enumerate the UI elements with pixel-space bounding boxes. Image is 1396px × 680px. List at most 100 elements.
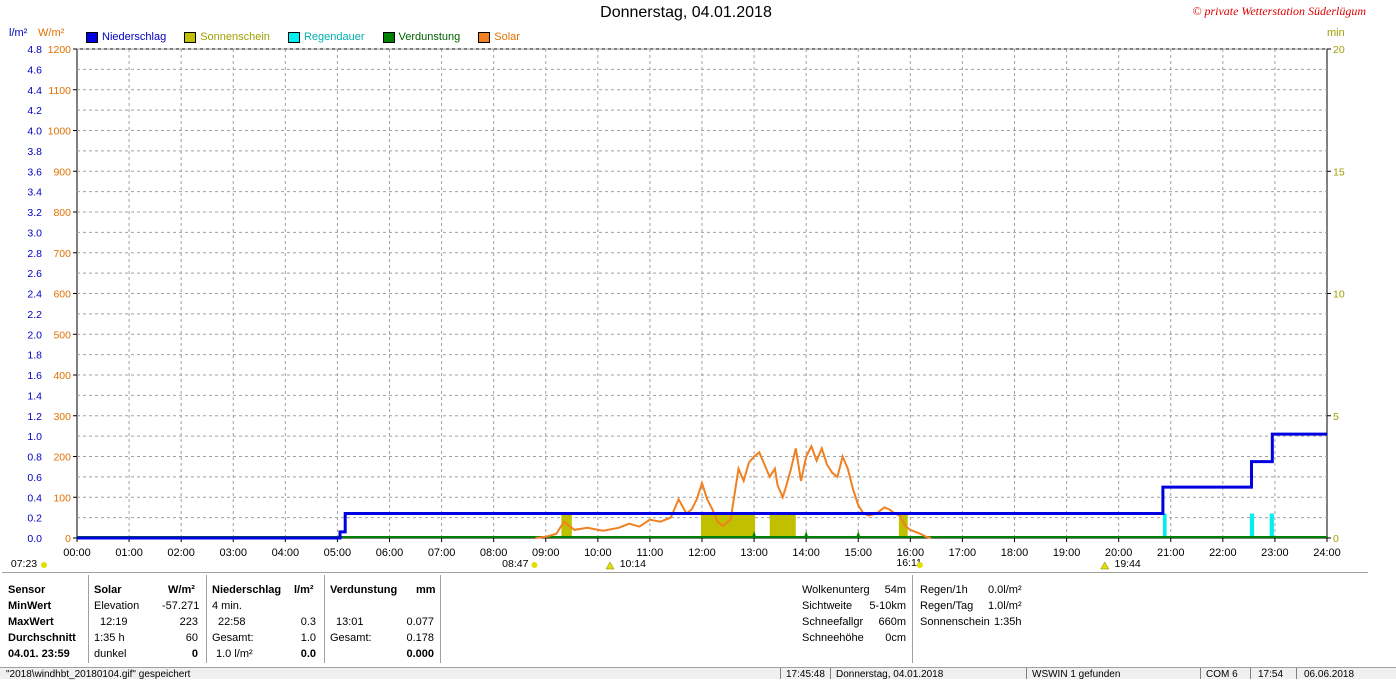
summary-panel: Sensor MinWert MaxWert Durchschnitt 04.0… — [2, 572, 1368, 665]
niederschlag-cell: 0.0 — [300, 648, 316, 660]
status-separator — [1296, 668, 1297, 679]
x-tick-label: 15:00 — [844, 547, 872, 559]
annotation-label: 19:44 — [1114, 558, 1140, 570]
solar-tick-label: 800 — [53, 207, 71, 219]
niederschlag-unit: l/m² — [294, 584, 314, 596]
weather-value: 54m — [884, 584, 906, 596]
solar-cell: 223 — [179, 616, 198, 628]
x-axis: 00:00 01:00 02:00 03:00 04:00 05:00 06:00 07:00… — [63, 538, 1341, 559]
x-tick-label: 08:00 — [480, 547, 508, 559]
rain-label: Sonnenschein — [920, 616, 990, 628]
verdunstung-cell: 13:01 — [336, 616, 364, 628]
moon-marker — [1100, 561, 1110, 570]
precip-tick-label: 0.0 — [27, 533, 42, 545]
status-separator — [1250, 668, 1251, 679]
x-tick-label: 22:00 — [1209, 547, 1237, 559]
y-axis-precip: 0.0 0.2 0.4 0.6 0.8 1.0 1.2 1.4 1.6 1.8 2.0 2.2 2.4 2… — [27, 44, 42, 545]
precip-tick-label: 3.8 — [27, 146, 42, 158]
legend-item-solar[interactable]: Solar — [478, 31, 520, 43]
legend-swatch-niederschlag — [86, 31, 98, 43]
niederschlag-cell: Gesamt: — [212, 632, 254, 644]
status-file: "2018\windhbt_20180104.gif" gespeichert — [6, 669, 191, 680]
precip-tick-label: 0.8 — [27, 452, 42, 464]
verdunstung-unit: mm — [416, 584, 436, 596]
solar-tick-label: 300 — [53, 411, 71, 423]
niederschlag-cell: 22:58 — [218, 616, 246, 628]
rain-label: Regen/1h — [920, 584, 968, 596]
panel-separator — [324, 575, 325, 663]
legend-item-regendauer[interactable]: Regendauer — [287, 31, 365, 43]
legend-label: Niederschlag — [102, 31, 167, 43]
status-separator — [1026, 668, 1027, 679]
precip-tick-label: 1.0 — [27, 431, 42, 443]
legend-item-verdunstung[interactable]: Verdunstung — [382, 31, 460, 43]
weather-value: 660m — [878, 616, 906, 628]
precip-tick-label: 1.4 — [27, 390, 42, 402]
legend-swatch-verdunstung — [382, 31, 395, 43]
precip-tick-label: 1.2 — [27, 411, 42, 423]
lines — [77, 432, 1327, 540]
annotation-label: 08:47 — [502, 558, 528, 570]
legend: Niederschlag Sonnenschein Regendauer Ver… — [86, 31, 520, 43]
precip-tick-label: 4.6 — [27, 64, 42, 76]
x-tick-label: 16:00 — [897, 547, 925, 559]
x-tick-label: 10:00 — [584, 547, 612, 559]
niederschlag-cell: 1.0 — [300, 632, 316, 644]
solar-tick-label: 100 — [53, 492, 71, 504]
verdunstung-cell: 0.000 — [406, 648, 434, 660]
x-tick-label: 03:00 — [219, 547, 247, 559]
verdunstung-header: Verdunstung — [330, 584, 398, 596]
weather-label: Schneehöhe — [802, 632, 864, 644]
panel-separator — [912, 575, 913, 663]
minutes-tick-label: 10 — [1333, 289, 1345, 301]
precip-tick-label: 3.0 — [27, 227, 42, 239]
solar-cell: 12:19 — [100, 616, 128, 628]
status-separator — [780, 668, 781, 679]
x-tick-label: 07:00 — [428, 547, 456, 559]
legend-label: Regendauer — [303, 31, 365, 43]
precip-tick-label: 1.8 — [27, 350, 42, 362]
solar-header: Solar — [94, 584, 122, 596]
precip-tick-label: 4.8 — [27, 44, 42, 56]
legend-item-niederschlag[interactable]: Niederschlag — [86, 31, 166, 43]
precip-tick-label: 3.2 — [27, 207, 42, 219]
x-tick-label: 11:00 — [637, 547, 664, 559]
legend-label: Sonnenschein — [200, 31, 270, 43]
precip-tick-label: 2.2 — [27, 309, 42, 321]
minutes-tick-label: 0 — [1333, 533, 1339, 545]
legend-label: Solar — [494, 31, 520, 43]
weather-label: Schneefallgr — [802, 616, 864, 628]
regendauer-bar — [1162, 513, 1167, 538]
status-time: 17:45:48 — [786, 669, 825, 680]
solar-cell: 60 — [185, 632, 198, 644]
solar-tick-label: 600 — [53, 289, 71, 301]
niederschlag-line — [77, 432, 1327, 540]
verdunstung-cell: Gesamt: — [330, 632, 372, 644]
solar-tick-label: 500 — [53, 329, 71, 341]
x-tick-label: 06:00 — [376, 547, 404, 559]
minutes-tick-label: 20 — [1333, 44, 1345, 56]
solar-tick-label: 900 — [53, 166, 71, 178]
weather-label: Wolkenunterg — [802, 584, 870, 596]
sensor-row: Durchschnitt — [8, 632, 76, 644]
x-tick-label: 21:00 — [1157, 547, 1185, 559]
weather-label: Sichtweite — [802, 600, 853, 612]
x-tick-label: 13:00 — [740, 547, 768, 559]
unit-minutes: min — [1327, 27, 1345, 39]
solar-cell: Elevation — [94, 600, 140, 612]
legend-item-sonnenschein[interactable]: Sonnenschein — [184, 31, 270, 43]
legend-swatch-solar — [478, 31, 491, 43]
verdunstung-mark — [752, 531, 757, 537]
panel-separator — [440, 575, 441, 663]
niederschlag-cell: 1.0 l/m² — [216, 648, 253, 660]
sonnenschein-bar — [561, 513, 572, 538]
annotation-label: 10:14 — [620, 558, 646, 570]
x-tick-label: 04:00 — [272, 547, 300, 559]
x-tick-label: 20:00 — [1105, 547, 1133, 559]
x-tick-label: 09:00 — [532, 547, 560, 559]
status-separator — [1200, 668, 1201, 679]
solar-cell: -57.271 — [162, 600, 200, 612]
x-tick-label: 12:00 — [688, 547, 716, 559]
solar-tick-label: 1200 — [48, 44, 72, 56]
chart-title: Donnerstag, 04.01.2018 — [600, 4, 772, 21]
